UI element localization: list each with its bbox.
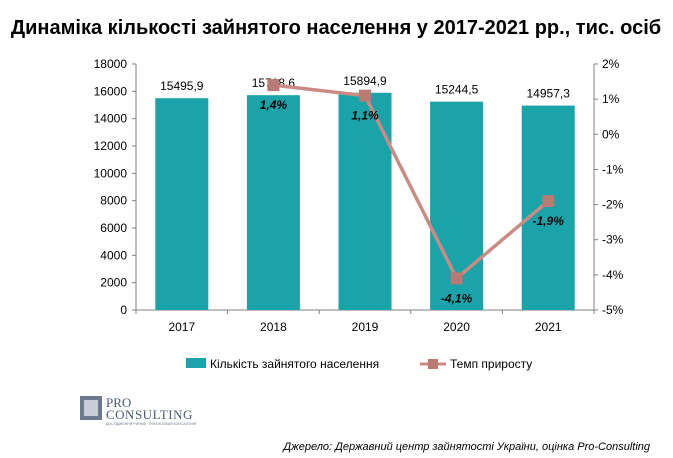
growth-point-2020	[450, 272, 463, 285]
left-tick-label-14000: 14000	[94, 112, 128, 126]
chart-title: Динаміка кількості зайнятого населення у…	[11, 17, 661, 39]
x-tick-label-2020: 2020	[443, 320, 470, 334]
bar-2018	[246, 95, 300, 310]
right-tick-label-1%: 1%	[602, 92, 620, 106]
bar-label-2020: 15244,5	[435, 83, 479, 97]
left-tick-label-2000: 2000	[100, 276, 127, 290]
legend-line-label: Темп приросту	[450, 357, 532, 371]
growth-point-2019	[359, 89, 371, 102]
growth-label-2019: 1,1%	[351, 109, 379, 123]
logo-emblem-mark	[84, 400, 98, 416]
left-tick-label-8000: 8000	[100, 194, 127, 208]
left-tick-label-16000: 16000	[94, 84, 128, 98]
left-axis-ticks: 0 2000 4000 6000 8000 10000 12000 14000 16000 180…	[94, 57, 136, 317]
bar-2021	[521, 105, 575, 311]
logo-line2: CONSULTING	[106, 407, 193, 422]
line-series	[267, 79, 555, 285]
right-tick-label-0%: 0%	[602, 127, 620, 141]
bar-2019	[338, 92, 392, 310]
right-tick-label--4%: -4%	[602, 268, 624, 282]
left-tick-label-18000: 18000	[94, 57, 128, 71]
growth-rate-line	[273, 83, 550, 282]
x-tick-label-2019: 2019	[352, 320, 379, 334]
x-axis-ticks: 2017 2018 2019 2020 2021	[135, 310, 595, 334]
growth-point-2021	[542, 195, 555, 208]
line-data-labels: 1,4% 1,1% -4,1% -1,9%	[260, 98, 564, 305]
logo-tagline: ДОСЛІДЖЕННЯ РИНКІВ · ФІНАНСОВИЙ КОНСАЛТИ…	[106, 422, 197, 426]
growth-label-2021: -1,9%	[533, 214, 565, 228]
growth-label-2018: 1,4%	[260, 98, 288, 112]
right-axis-ticks: -5% -4% -3% -2% -1% 0% 1% 2%	[594, 57, 624, 317]
x-tick-label-2018: 2018	[260, 320, 287, 334]
x-tick-label-2021: 2021	[535, 320, 562, 334]
legend: Кількість зайнятого населення Темп приро…	[186, 357, 532, 371]
legend-line-marker	[428, 359, 438, 369]
growth-label-2020: -4,1%	[441, 291, 473, 305]
logo-line1: PRO	[106, 395, 131, 410]
x-tick-label-2017: 2017	[168, 320, 195, 334]
bar-label-2021: 14957,3	[527, 87, 571, 101]
bar-label-2017: 15495,9	[160, 79, 204, 93]
source-note: Джерело: Державний центр зайнятості Укра…	[281, 441, 650, 453]
right-tick-label--2%: -2%	[602, 198, 624, 212]
right-tick-label--5%: -5%	[602, 303, 624, 317]
right-tick-label--1%: -1%	[602, 162, 624, 176]
bar-2017	[155, 98, 209, 310]
right-tick-label--3%: -3%	[602, 233, 624, 247]
bar-label-2019: 15894,9	[343, 74, 387, 88]
legend-bar-swatch	[186, 358, 206, 368]
left-tick-label-0: 0	[120, 303, 127, 317]
left-tick-label-10000: 10000	[94, 166, 128, 180]
bar-series	[155, 92, 575, 311]
legend-bar-label: Кількість зайнятого населення	[210, 357, 379, 371]
left-tick-label-4000: 4000	[100, 248, 127, 262]
left-tick-label-6000: 6000	[100, 221, 127, 235]
right-tick-label-2%: 2%	[602, 57, 620, 71]
pro-consulting-logo: PRO CONSULTING ДОСЛІДЖЕННЯ РИНКІВ · ФІНА…	[80, 395, 197, 426]
growth-point-2018	[267, 79, 280, 92]
left-tick-label-12000: 12000	[94, 139, 128, 153]
